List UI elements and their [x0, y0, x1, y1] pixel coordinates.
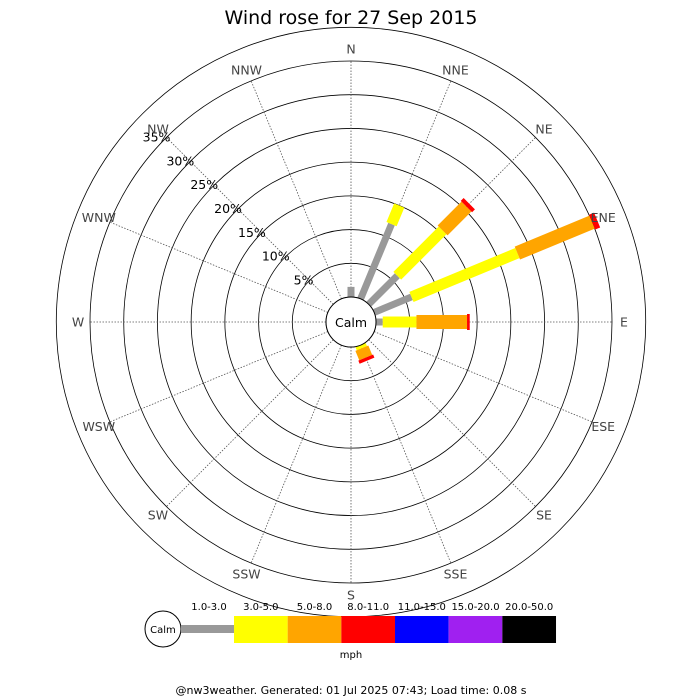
spoke-line	[360, 344, 452, 564]
direction-label-nnw: NNW	[231, 62, 262, 77]
legend-swatch-20.0-50.0	[502, 616, 557, 643]
direction-labels: N NNE NE ENE E ESE SE SSE S SSW SW WSW W WNW NW NNW	[72, 42, 628, 603]
legend-label: 11.0-15.0	[398, 602, 446, 613]
wind-bar-e-5.0-8.0	[416, 315, 468, 329]
radial-tick-label: 10%	[262, 249, 290, 264]
legend-calm-label: Calm	[150, 625, 176, 636]
legend-label: 5.0-8.0	[297, 602, 332, 613]
wind-bar-nne-1.0-3.0	[357, 222, 395, 301]
radial-tick-labels: 5% 10% 15% 20% 25% 30% 35%	[143, 129, 314, 287]
calm-circle	[325, 296, 377, 348]
wind-bar-sse-3.0-5.0	[355, 342, 367, 351]
spoke-line	[166, 339, 334, 507]
unit-label: mph	[340, 650, 362, 661]
spoke-line	[373, 331, 593, 423]
spoke-line	[250, 344, 342, 564]
speed-legend: Calm 1.0-3.0 3.0-5.0 5.0-8.0 8.0-11.0 11.0-15…	[144, 602, 557, 648]
grid-ring	[89, 60, 613, 584]
legend-label: 15.0-20.0	[451, 602, 499, 613]
wind-bar-e-3.0-5.0	[382, 316, 417, 328]
direction-label-n: N	[346, 42, 355, 57]
legend-swatch-11.0-15.0	[395, 616, 449, 643]
direction-label-wsw: WSW	[82, 419, 115, 434]
legend-label: 1.0-3.0	[191, 602, 226, 613]
radial-tick-label: 25%	[190, 177, 218, 192]
wind-bar-ne-3.0-5.0	[393, 226, 447, 280]
spoke-line	[166, 137, 334, 305]
legend-label: 20.0-50.0	[505, 602, 553, 613]
spoke-line	[109, 331, 329, 423]
wind-bars	[347, 198, 601, 364]
wind-bar-e-1.0-3.0	[376, 318, 383, 326]
direction-label-ene: ENE	[591, 210, 616, 225]
radial-tick-label: 20%	[214, 201, 242, 216]
radial-tick-label: 35%	[143, 129, 171, 144]
wind-bar-ne-1.0-3.0	[366, 273, 400, 307]
legend-swatch-8.0-11.0	[341, 616, 396, 643]
legend-swatch-5.0-8.0	[287, 616, 342, 643]
radial-tick-label: 5%	[294, 272, 314, 287]
grid-ring	[224, 195, 478, 449]
legend-label: 8.0-11.0	[347, 602, 389, 613]
direction-label-nw: NW	[147, 121, 169, 136]
footer-text: @nw3weather. Generated: 01 Jul 2025 07:4…	[176, 684, 527, 697]
calm-label: Calm	[335, 315, 367, 330]
wind-bar-ne-5.0-8.0	[437, 201, 472, 236]
legend-label: 3.0-5.0	[243, 602, 278, 613]
chart-title: Wind rose for 27 Sep 2015	[224, 7, 477, 29]
direction-label-ssw: SSW	[232, 567, 260, 582]
wind-bar-sse-5.0-8.0	[355, 345, 373, 361]
wind-bar-ene-3.0-5.0	[409, 248, 520, 303]
direction-label-sse: SSE	[444, 567, 468, 582]
spoke-line	[250, 80, 342, 300]
direction-label-ne: NE	[535, 121, 552, 136]
direction-label-sw: SW	[148, 508, 168, 523]
wind-bar-e-8.0-11.0	[467, 314, 470, 330]
direction-label-nne: NNE	[442, 62, 469, 77]
legend-swatch-15.0-20.0	[448, 616, 503, 643]
grid-ring	[190, 161, 512, 483]
legend-swatch-3.0-5.0	[234, 616, 288, 643]
radial-tick-label: 15%	[238, 225, 266, 240]
direction-label-wnw: WNW	[82, 210, 116, 225]
wind-bar-ene-5.0-8.0	[514, 215, 595, 260]
legend-swatch-1.0-3.0	[181, 625, 234, 633]
spoke-line	[368, 339, 536, 507]
wind-bar-ene-8.0-11.0	[589, 212, 601, 230]
direction-label-ese: ESE	[591, 419, 615, 434]
direction-label-se: SE	[536, 508, 552, 523]
wind-bar-n-1.0-3.0	[347, 286, 355, 297]
direction-label-w: W	[72, 315, 84, 330]
spoke-line	[109, 221, 329, 313]
direction-label-s: S	[347, 588, 355, 603]
wind-bar-nne-3.0-5.0	[386, 203, 405, 227]
radial-tick-label: 30%	[166, 153, 194, 168]
wind-bar-ene-1.0-3.0	[372, 293, 413, 316]
wind-bar-ne-8.0-11.0	[460, 198, 475, 213]
direction-label-e: E	[620, 315, 628, 330]
wind-bar-sse-8.0-11.0	[358, 354, 375, 364]
